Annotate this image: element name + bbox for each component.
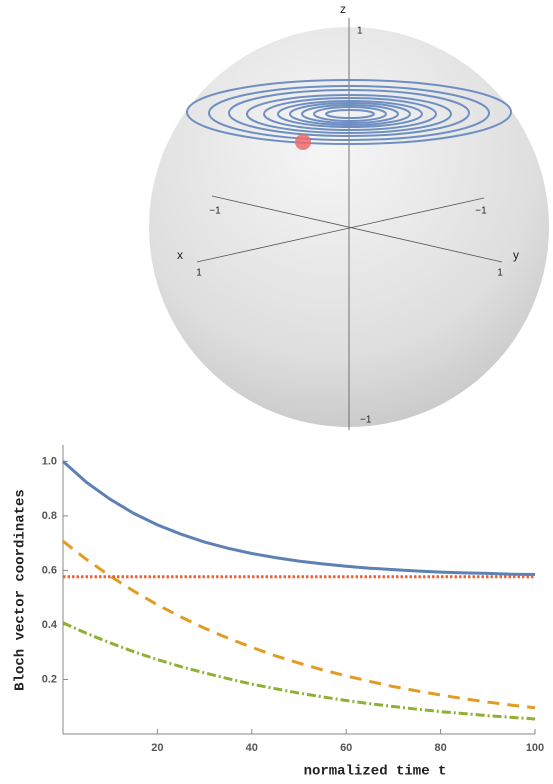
tick-label: 1: [196, 268, 202, 279]
y-tick-label: 0.6: [42, 564, 57, 576]
line-chart: normalized time t Bloch vector coordinat…: [13, 445, 544, 780]
x-tick-label: 40: [246, 742, 258, 754]
y-tick-label: 0.8: [42, 510, 57, 522]
axis-label: z: [340, 2, 346, 16]
x-axis: [196, 197, 485, 263]
x-tick-label: 20: [151, 742, 163, 754]
x-tick-label: 100: [526, 742, 544, 754]
state-point: [295, 134, 311, 150]
tick-label: −1: [209, 206, 221, 217]
y-tick-label: 1.0: [42, 455, 57, 467]
tick-label: −1: [475, 206, 487, 217]
bloch-sphere: z x y 1 −1 −1 1 1 −1: [149, 2, 549, 430]
axis-label: y: [513, 248, 519, 262]
series-line: [62, 540, 536, 710]
x-tick-label: 80: [434, 742, 446, 754]
y-axis-title: Bloch vector coordinates: [13, 489, 29, 691]
x-axis-title: normalized time t: [304, 764, 447, 780]
axis-label: x: [177, 248, 183, 262]
y-tick-label: 0.4: [42, 619, 58, 631]
x-tick-label: 60: [340, 742, 352, 754]
tick-label: 1: [497, 268, 503, 279]
trajectory: [186, 79, 512, 145]
series-line: [62, 621, 536, 721]
series-line: [62, 460, 536, 576]
y-axis: [211, 195, 503, 263]
tick-label: −1: [360, 415, 372, 426]
y-tick-label: 0.2: [42, 673, 57, 685]
tick-label: 1: [357, 26, 363, 37]
